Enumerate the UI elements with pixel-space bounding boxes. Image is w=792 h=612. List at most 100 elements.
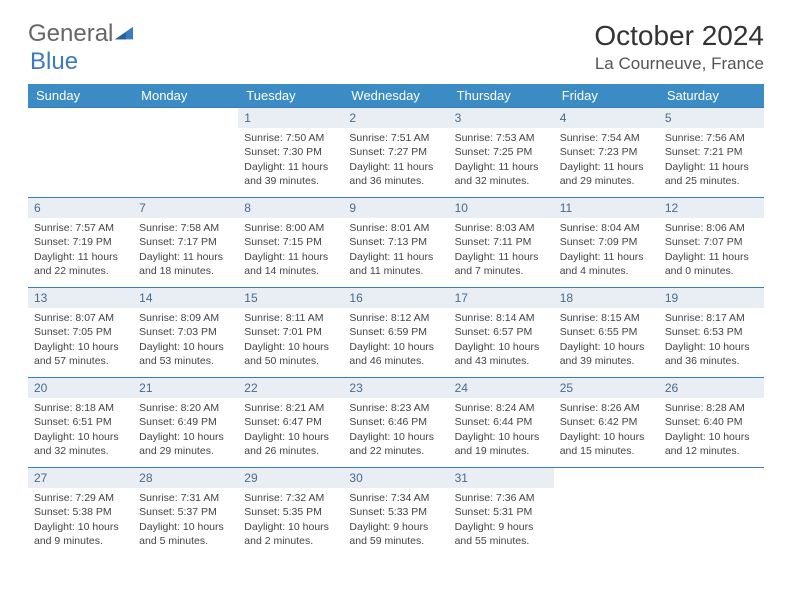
calendar-cell — [659, 468, 764, 558]
cell-line: Sunset: 6:57 PM — [455, 325, 548, 339]
cell-line: Sunrise: 7:56 AM — [665, 131, 758, 145]
day-number: 19 — [659, 288, 764, 308]
day-number: 26 — [659, 378, 764, 398]
cell-line: Sunrise: 8:21 AM — [244, 401, 337, 415]
day-header: Monday — [133, 84, 238, 108]
cell-line: Sunrise: 8:01 AM — [349, 221, 442, 235]
calendar-body: 1Sunrise: 7:50 AMSunset: 7:30 PMDaylight… — [28, 108, 764, 558]
calendar-cell: 14Sunrise: 8:09 AMSunset: 7:03 PMDayligh… — [133, 288, 238, 378]
cell-line: Sunset: 6:47 PM — [244, 415, 337, 429]
cell-line: Sunrise: 8:26 AM — [560, 401, 653, 415]
calendar-cell: 27 Sunrise: 7:29 AMSunset: 5:38 PMDayligh… — [28, 468, 133, 558]
calendar-cell: 16Sunrise: 8:12 AMSunset: 6:59 PMDayligh… — [343, 288, 448, 378]
day-header: Tuesday — [238, 84, 343, 108]
day-number: 11 — [554, 198, 659, 218]
calendar-cell: 30Sunrise: 7:34 AMSunset: 5:33 PMDayligh… — [343, 468, 448, 558]
cell-line: Sunset: 6:59 PM — [349, 325, 442, 339]
day-number: 27 — [28, 468, 133, 488]
cell-line: Daylight: 10 hours and 32 minutes. — [34, 430, 127, 458]
calendar-cell: 22Sunrise: 8:21 AMSunset: 6:47 PMDayligh… — [238, 378, 343, 468]
cell-line: Sunrise: 7:58 AM — [139, 221, 232, 235]
day-number: 8 — [238, 198, 343, 218]
cell-line: Sunset: 6:40 PM — [665, 415, 758, 429]
calendar-row: 20Sunrise: 8:18 AMSunset: 6:51 PMDayligh… — [28, 378, 764, 468]
cell-line: Sunrise: 7:50 AM — [244, 131, 337, 145]
cell-line: Daylight: 11 hours and 4 minutes. — [560, 250, 653, 278]
cell-line: Sunrise: 8:24 AM — [455, 401, 548, 415]
calendar-cell: 28Sunrise: 7:31 AMSunset: 5:37 PMDayligh… — [133, 468, 238, 558]
calendar-cell — [28, 108, 133, 198]
cell-line: Sunrise: 8:11 AM — [244, 311, 337, 325]
calendar-cell: 12Sunrise: 8:06 AMSunset: 7:07 PMDayligh… — [659, 198, 764, 288]
day-number — [28, 108, 133, 128]
day-number: 24 — [449, 378, 554, 398]
cell-line: Sunrise: 7:36 AM — [455, 491, 548, 505]
day-number: 4 — [554, 108, 659, 128]
cell-line: Daylight: 11 hours and 36 minutes. — [349, 160, 442, 188]
day-number: 23 — [343, 378, 448, 398]
cell-line: Sunset: 6:53 PM — [665, 325, 758, 339]
cell-line: Daylight: 11 hours and 18 minutes. — [139, 250, 232, 278]
cell-line: Daylight: 11 hours and 29 minutes. — [560, 160, 653, 188]
day-number: 22 — [238, 378, 343, 398]
day-number: 30 — [343, 468, 448, 488]
day-header: Sunday — [28, 84, 133, 108]
calendar-cell: 9Sunrise: 8:01 AMSunset: 7:13 PMDaylight… — [343, 198, 448, 288]
cell-line: Sunrise: 7:31 AM — [139, 491, 232, 505]
day-number: 20 — [28, 378, 133, 398]
day-number: 21 — [133, 378, 238, 398]
calendar-cell: 2Sunrise: 7:51 AMSunset: 7:27 PMDaylight… — [343, 108, 448, 198]
cell-line: Sunrise: 7:34 AM — [349, 491, 442, 505]
cell-line: Sunrise: 7:29 AM — [34, 491, 127, 505]
calendar-row: 6Sunrise: 7:57 AMSunset: 7:19 PMDaylight… — [28, 198, 764, 288]
cell-line: Daylight: 10 hours and 50 minutes. — [244, 340, 337, 368]
calendar-cell: 10Sunrise: 8:03 AMSunset: 7:11 PMDayligh… — [449, 198, 554, 288]
day-number: 3 — [449, 108, 554, 128]
logo-triangle-icon — [115, 25, 133, 43]
header: General October 2024 La Courneuve, Franc… — [28, 20, 764, 74]
cell-line: Daylight: 10 hours and 2 minutes. — [244, 520, 337, 548]
cell-line: Sunset: 5:38 PM — [34, 505, 127, 519]
day-number: 5 — [659, 108, 764, 128]
cell-line: Sunset: 5:31 PM — [455, 505, 548, 519]
cell-line: Daylight: 9 hours and 55 minutes. — [455, 520, 548, 548]
cell-line: Sunrise: 8:14 AM — [455, 311, 548, 325]
cell-line: Daylight: 10 hours and 43 minutes. — [455, 340, 548, 368]
cell-line: Sunrise: 7:51 AM — [349, 131, 442, 145]
title-block: October 2024 La Courneuve, France — [594, 20, 764, 74]
day-number: 17 — [449, 288, 554, 308]
cell-line: Sunrise: 8:18 AM — [34, 401, 127, 415]
cell-line: Sunrise: 8:09 AM — [139, 311, 232, 325]
cell-line: Daylight: 10 hours and 5 minutes. — [139, 520, 232, 548]
cell-line: Sunrise: 8:28 AM — [665, 401, 758, 415]
cell-line: Sunrise: 7:57 AM — [34, 221, 127, 235]
cell-line: Daylight: 11 hours and 0 minutes. — [665, 250, 758, 278]
calendar-cell: 17 Sunrise: 8:14 AMSunset: 6:57 PMDayligh… — [449, 288, 554, 378]
calendar-row: 1Sunrise: 7:50 AMSunset: 7:30 PMDaylight… — [28, 108, 764, 198]
day-number: 12 — [659, 198, 764, 218]
day-number: 10 — [449, 198, 554, 218]
cell-line: Sunrise: 7:53 AM — [455, 131, 548, 145]
calendar-cell: 11Sunrise: 8:04 AMSunset: 7:09 PMDayligh… — [554, 198, 659, 288]
calendar-cell: 4Sunrise: 7:54 AMSunset: 7:23 PMDaylight… — [554, 108, 659, 198]
logo-general: General — [28, 20, 113, 48]
day-number: 13 — [28, 288, 133, 308]
month-title: October 2024 — [594, 20, 764, 52]
cell-line: Daylight: 11 hours and 14 minutes. — [244, 250, 337, 278]
day-number: 14 — [133, 288, 238, 308]
calendar-cell: 8Sunrise: 8:00 AMSunset: 7:15 PMDaylight… — [238, 198, 343, 288]
cell-line: Daylight: 10 hours and 36 minutes. — [665, 340, 758, 368]
cell-line: Daylight: 11 hours and 11 minutes. — [349, 250, 442, 278]
day-number: 6 — [28, 198, 133, 218]
cell-line: Sunrise: 8:00 AM — [244, 221, 337, 235]
calendar-cell: 15Sunrise: 8:11 AMSunset: 7:01 PMDayligh… — [238, 288, 343, 378]
day-number: 31 — [449, 468, 554, 488]
cell-line: Daylight: 10 hours and 19 minutes. — [455, 430, 548, 458]
cell-line: Sunset: 7:03 PM — [139, 325, 232, 339]
cell-line: Daylight: 10 hours and 9 minutes. — [34, 520, 127, 548]
day-number — [133, 108, 238, 128]
cell-line: Sunset: 5:33 PM — [349, 505, 442, 519]
calendar-cell: 25Sunrise: 8:26 AMSunset: 6:42 PMDayligh… — [554, 378, 659, 468]
cell-line: Sunrise: 8:03 AM — [455, 221, 548, 235]
cell-line: Sunrise: 8:04 AM — [560, 221, 653, 235]
